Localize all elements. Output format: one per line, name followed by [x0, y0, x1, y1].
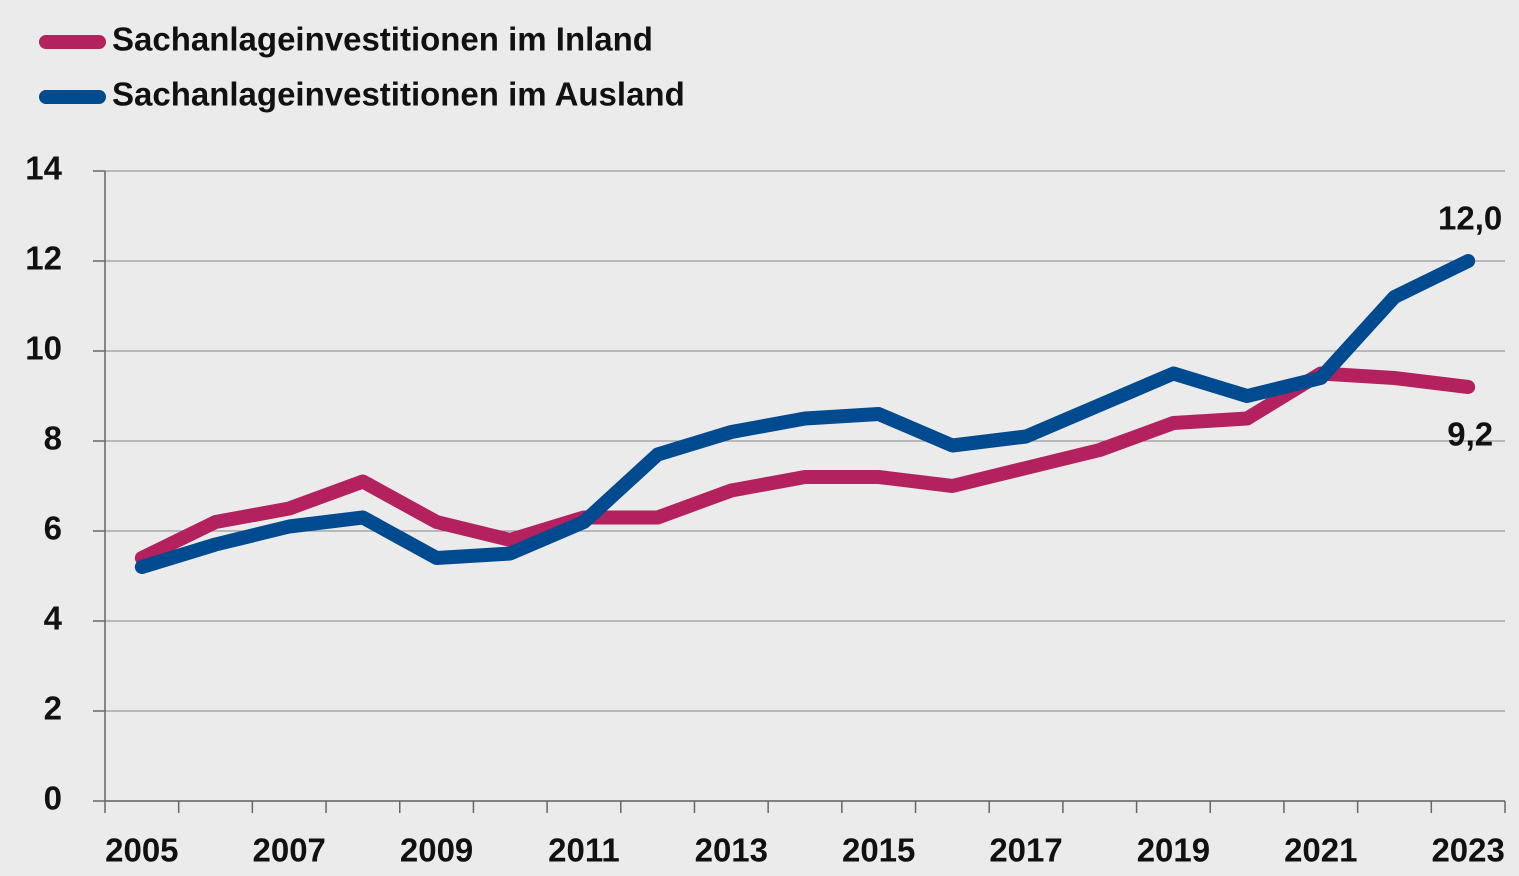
x-tick-label: 2013 [695, 832, 768, 869]
series-line [134, 366, 1476, 565]
x-tick-label: 2017 [989, 832, 1062, 869]
x-tick-label: 2023 [1431, 832, 1504, 869]
y-tick-label: 12 [25, 240, 62, 277]
x-tick-label: 2011 [548, 832, 620, 869]
x-tick-label: 2007 [252, 832, 325, 869]
legend-label: Sachanlageinvestitionen im Inland [112, 21, 653, 58]
data-label: 12,0 [1438, 200, 1502, 237]
y-tick-label: 0 [44, 780, 62, 817]
legend-label: Sachanlageinvestitionen im Ausland [112, 76, 685, 113]
y-tick-label: 4 [44, 600, 63, 637]
y-tick-label: 10 [25, 330, 62, 367]
y-tick-label: 8 [44, 420, 62, 457]
x-tick-label: 2005 [105, 832, 178, 869]
y-tick-label: 2 [44, 690, 62, 727]
y-tick-label: 14 [25, 150, 62, 187]
y-tick-label: 6 [44, 510, 62, 547]
series-line [134, 254, 1476, 574]
x-tick-label: 2015 [842, 832, 915, 869]
x-tick-label: 2009 [400, 832, 473, 869]
data-label: 9,2 [1447, 416, 1493, 453]
x-tick-label: 2019 [1137, 832, 1210, 869]
x-tick-label: 2021 [1284, 832, 1357, 869]
